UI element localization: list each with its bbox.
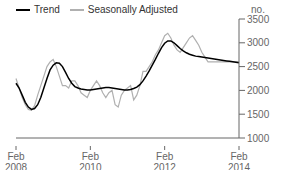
svg-text:2000: 2000 — [247, 85, 270, 96]
svg-text:2500: 2500 — [247, 61, 270, 72]
svg-text:Feb2008: Feb2008 — [8, 151, 28, 170]
svg-text:no.: no. — [251, 4, 265, 15]
svg-text:Feb2014: Feb2014 — [228, 151, 251, 170]
svg-text:Feb2010: Feb2010 — [79, 151, 102, 170]
svg-text:3000: 3000 — [247, 37, 270, 48]
svg-text:1500: 1500 — [247, 109, 270, 120]
svg-text:Feb2012: Feb2012 — [154, 151, 177, 170]
html-text:Seasonally Adjusted: Seasonally Adjusted — [87, 4, 178, 15]
html-text:Trend: Trend — [34, 4, 60, 15]
svg-text:1000: 1000 — [247, 133, 270, 144]
svg-text:3500: 3500 — [247, 14, 270, 25]
